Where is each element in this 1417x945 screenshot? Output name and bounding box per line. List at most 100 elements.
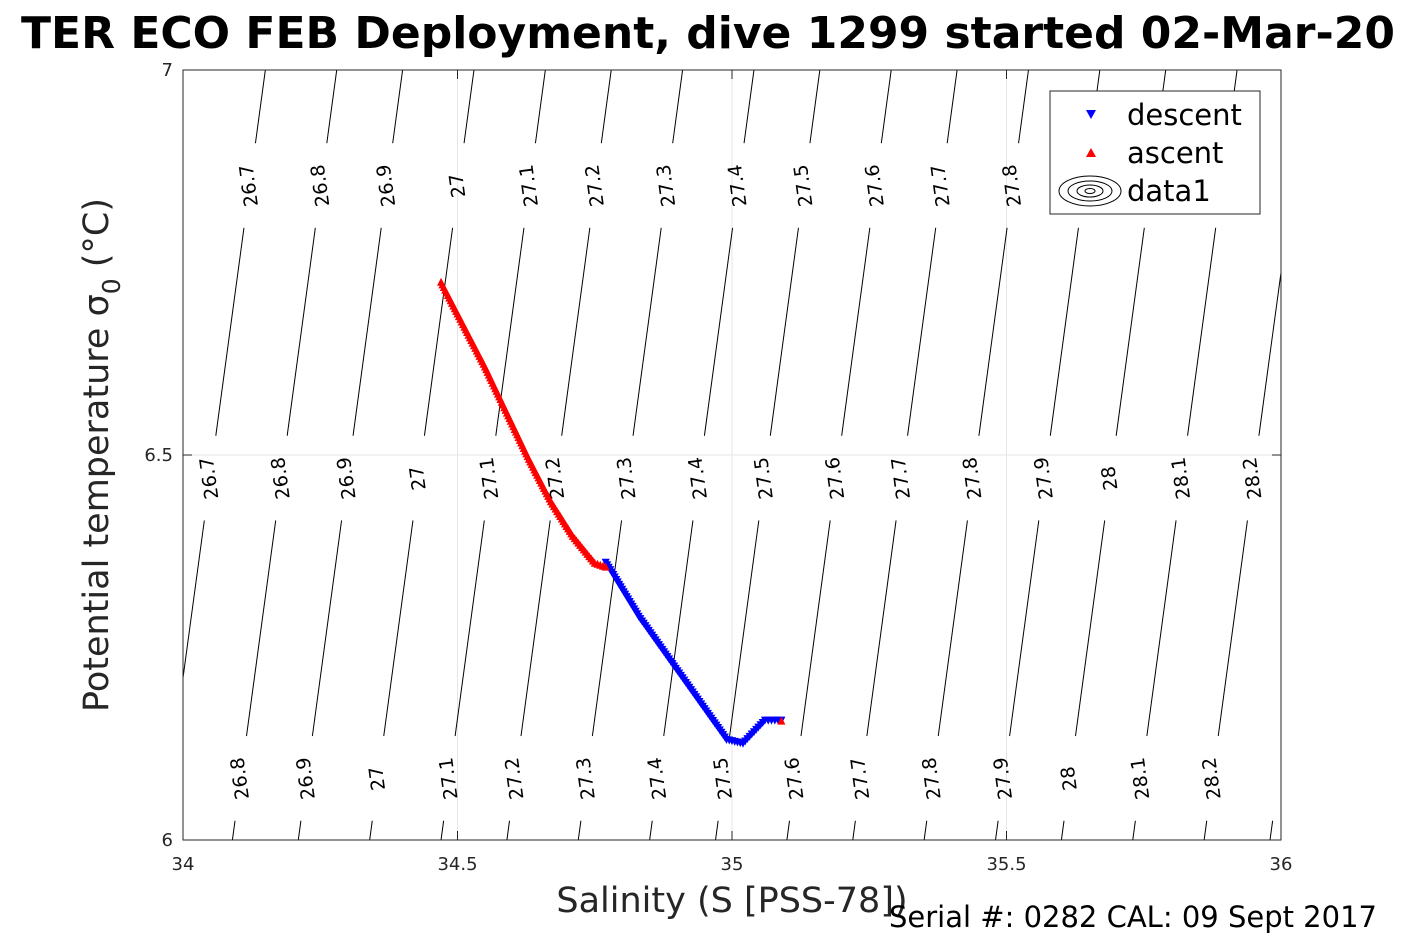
contour-segment <box>577 820 582 840</box>
contour-line-27-6: 27.627.627.6 <box>781 70 892 840</box>
contour-segment <box>286 227 316 436</box>
y-tick-label: 7 <box>162 60 173 81</box>
y-axis-label-unit: (°C) <box>77 198 117 278</box>
legend-box <box>1049 90 1261 215</box>
contour-segment <box>672 70 684 144</box>
contour-segment <box>995 820 999 840</box>
contour-segment <box>880 70 892 144</box>
contour-segment <box>1060 820 1065 840</box>
x-axis-label: Salinity (S [PSS-78]) <box>556 881 907 921</box>
contour-segment <box>311 520 343 737</box>
x-axis-ticks: 34 34.5 35 35.5 36 <box>172 70 1293 875</box>
contour-segment <box>369 820 373 840</box>
contour-segment <box>729 520 760 737</box>
x-tick-label: 35 <box>721 854 744 875</box>
x-tick-label: 34 <box>172 854 195 875</box>
contour-label: 27 <box>365 765 390 792</box>
legend-data1-marker <box>1058 175 1122 207</box>
legend-ascent-label: ascent <box>1127 136 1223 170</box>
contour-line-28-3 <box>1269 820 1274 840</box>
contour-segment <box>600 70 612 144</box>
contour-segment <box>463 70 475 144</box>
contour-segment <box>326 70 338 144</box>
contour-segment <box>923 820 928 840</box>
contour-segment <box>392 70 404 144</box>
contour-segment <box>632 227 662 436</box>
series-ascent <box>437 277 610 571</box>
legend-ascent-marker <box>1086 148 1096 157</box>
contour-label: 28 <box>1057 765 1082 792</box>
contour-segment <box>937 520 968 737</box>
contour-segment <box>1203 820 1208 840</box>
series-descent <box>601 558 786 748</box>
contour-segment <box>715 820 719 840</box>
data-point <box>777 716 786 725</box>
grid-lines <box>183 70 1281 840</box>
contour-segment <box>946 70 958 144</box>
data-series <box>437 277 786 748</box>
contour-segment <box>703 227 734 436</box>
y-axis-ticks: 66.57 <box>144 60 1281 851</box>
contour-segment <box>841 227 871 436</box>
contour-segment <box>1146 520 1177 737</box>
contour-segment <box>1018 70 1029 144</box>
contour-segment <box>1132 820 1136 840</box>
contour-segment <box>423 227 454 436</box>
contour-segment <box>215 227 245 436</box>
contour-line-26-8: 26.826.826.8 <box>227 70 338 840</box>
data-point <box>601 562 610 571</box>
contour-label: 27 <box>406 465 431 492</box>
contour-segment <box>1269 820 1274 840</box>
contour-segment <box>743 70 755 144</box>
contour-segment <box>254 70 266 144</box>
contour-segment <box>1258 268 1281 436</box>
y-axis-label-main: Potential temperature σ <box>77 294 117 712</box>
contour-segment <box>454 520 485 737</box>
contour-segment <box>1009 520 1040 737</box>
contour-segment <box>440 820 445 840</box>
contour-segment <box>769 227 799 436</box>
contour-segment <box>534 70 546 144</box>
contour-segment <box>561 227 591 436</box>
contour-segment <box>1115 227 1145 436</box>
y-axis-label: Potential temperature σ0 (°C) <box>77 198 126 712</box>
contour-segment <box>352 227 382 436</box>
y-axis-label-subscript: 0 <box>97 278 126 294</box>
contour-line-26-7: 26.726.7 <box>183 70 266 682</box>
legend: descent ascent data1 <box>1049 90 1261 215</box>
contour-segment <box>1074 520 1106 737</box>
contour-segment <box>245 520 277 737</box>
contour-segment <box>907 227 937 436</box>
contour-segment <box>786 820 791 840</box>
y-tick-label: 6 <box>162 830 173 851</box>
contour-segment <box>866 520 897 737</box>
x-tick-label: 35.5 <box>986 854 1026 875</box>
contour-segment <box>506 820 511 840</box>
serial-cal-footer: Serial #: 0282 CAL: 09 Sept 2017 <box>889 900 1377 934</box>
legend-data1-label: data1 <box>1127 174 1211 208</box>
x-tick-label: 34.5 <box>437 854 477 875</box>
contour-segment <box>649 820 653 840</box>
contour-segment <box>383 520 414 737</box>
contour-segment <box>183 520 205 682</box>
contour-segment <box>800 520 831 737</box>
contour-line-27: 27 27 27 <box>365 70 475 840</box>
contour-line-27-3: 27.327.327.3 <box>572 70 684 840</box>
contour-segment <box>663 520 694 737</box>
contour-label: 27 <box>445 172 470 199</box>
contour-label: 28 <box>1097 465 1122 492</box>
contour-segment <box>297 820 302 840</box>
legend-descent-marker <box>1086 110 1096 119</box>
contour-segment <box>231 820 236 840</box>
contour-segment <box>852 820 856 840</box>
chart-title: TER ECO FEB Deployment, dive 1299 starte… <box>21 8 1395 59</box>
contour-segment <box>591 520 623 737</box>
contour-segment <box>1187 227 1217 436</box>
contour-segment <box>520 520 551 737</box>
legend-descent-label: descent <box>1127 98 1242 132</box>
x-tick-label: 36 <box>1270 854 1293 875</box>
contour-segment <box>978 227 1008 436</box>
contour-segment <box>1049 227 1079 436</box>
contour-segment <box>1217 520 1248 737</box>
